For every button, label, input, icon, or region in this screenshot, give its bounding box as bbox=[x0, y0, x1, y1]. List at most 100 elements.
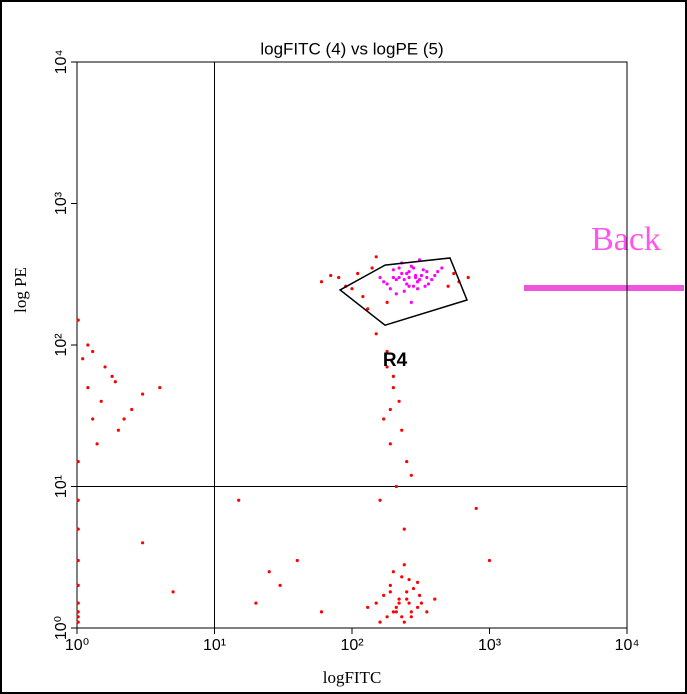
point bbox=[374, 601, 378, 605]
point bbox=[400, 575, 404, 579]
point bbox=[99, 399, 103, 403]
point bbox=[319, 610, 324, 614]
point bbox=[394, 484, 398, 489]
point bbox=[407, 577, 411, 582]
y-tick-label: 10³ bbox=[53, 191, 70, 215]
point bbox=[425, 610, 429, 614]
annotation: Back bbox=[591, 221, 661, 258]
point bbox=[391, 570, 395, 574]
point bbox=[397, 399, 401, 403]
x-tick-label: 10⁴ bbox=[615, 637, 640, 654]
point bbox=[76, 601, 80, 605]
point bbox=[423, 284, 427, 288]
point bbox=[409, 300, 413, 305]
point bbox=[254, 601, 258, 605]
point bbox=[366, 307, 370, 311]
point bbox=[122, 417, 126, 421]
point bbox=[405, 282, 409, 286]
point bbox=[319, 280, 324, 284]
point bbox=[416, 580, 420, 585]
point bbox=[171, 590, 175, 594]
y-axis-label: log PE bbox=[11, 267, 30, 313]
point bbox=[86, 385, 90, 390]
point bbox=[416, 280, 420, 284]
point bbox=[141, 392, 145, 396]
point bbox=[76, 498, 80, 502]
point bbox=[76, 558, 80, 563]
point bbox=[385, 365, 389, 369]
point bbox=[419, 601, 424, 605]
point bbox=[487, 558, 492, 563]
point bbox=[425, 270, 429, 274]
point bbox=[391, 385, 395, 390]
point bbox=[86, 343, 90, 347]
point bbox=[411, 266, 416, 270]
point bbox=[388, 407, 392, 412]
point bbox=[385, 282, 389, 286]
point bbox=[419, 273, 424, 278]
point bbox=[394, 610, 398, 614]
point bbox=[400, 271, 404, 276]
point bbox=[402, 527, 406, 531]
x-tick-label: 10⁰ bbox=[65, 637, 89, 654]
point bbox=[452, 271, 456, 276]
point bbox=[446, 284, 450, 288]
point bbox=[81, 357, 85, 361]
point bbox=[426, 282, 431, 286]
point bbox=[409, 615, 413, 619]
point bbox=[433, 273, 437, 278]
point bbox=[394, 292, 398, 296]
point bbox=[370, 266, 374, 270]
point bbox=[267, 570, 271, 574]
point bbox=[350, 287, 354, 291]
point bbox=[474, 506, 478, 511]
point bbox=[337, 275, 341, 280]
point bbox=[409, 610, 413, 614]
point bbox=[158, 385, 162, 390]
point bbox=[76, 459, 80, 464]
point bbox=[388, 442, 392, 446]
point bbox=[76, 318, 80, 322]
point bbox=[110, 374, 114, 378]
point bbox=[356, 271, 360, 276]
point bbox=[366, 605, 370, 609]
point bbox=[409, 264, 413, 268]
point bbox=[436, 270, 440, 274]
gate bbox=[338, 257, 468, 327]
point bbox=[76, 620, 80, 624]
point bbox=[388, 583, 392, 588]
point bbox=[405, 271, 409, 276]
point bbox=[400, 428, 404, 432]
point bbox=[407, 270, 411, 274]
point bbox=[394, 277, 398, 282]
point bbox=[417, 277, 422, 282]
y-tick-label: 10² bbox=[53, 333, 70, 357]
point bbox=[91, 417, 95, 421]
point bbox=[378, 498, 382, 502]
point bbox=[278, 583, 282, 588]
point bbox=[385, 349, 389, 354]
point bbox=[402, 563, 406, 567]
y-tick-label: 10¹ bbox=[53, 475, 70, 498]
point bbox=[391, 610, 395, 614]
point bbox=[405, 597, 409, 601]
point bbox=[402, 289, 406, 293]
point bbox=[425, 275, 429, 280]
point bbox=[402, 277, 406, 282]
point bbox=[433, 597, 437, 601]
point bbox=[382, 280, 386, 284]
point bbox=[113, 380, 117, 384]
point bbox=[440, 266, 444, 270]
x-tick-label: 10³ bbox=[478, 637, 502, 654]
point bbox=[103, 365, 107, 369]
point bbox=[417, 593, 422, 597]
point bbox=[382, 417, 386, 421]
point bbox=[76, 610, 80, 614]
point bbox=[295, 558, 299, 563]
point bbox=[329, 273, 333, 278]
point bbox=[405, 459, 409, 464]
gate-label: R4 bbox=[383, 350, 408, 371]
point bbox=[91, 349, 95, 354]
point bbox=[409, 473, 413, 477]
